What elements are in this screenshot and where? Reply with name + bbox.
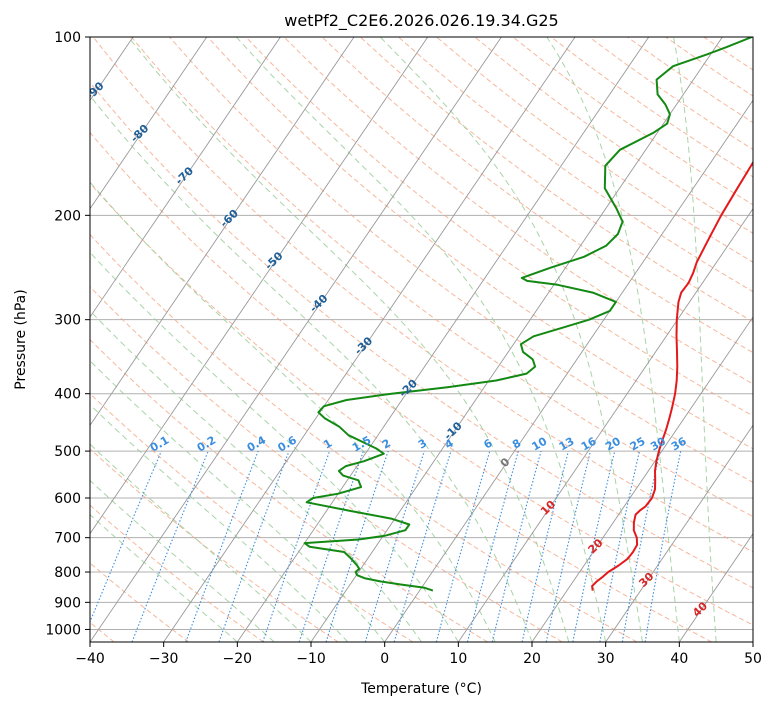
moist-adiabat-line [90, 514, 238, 642]
dry-adiabat-line [131, 37, 753, 518]
moist-adiabat-line [90, 94, 533, 642]
y-tick-label: 300 [54, 313, 81, 329]
dry-adiabat-line [90, 182, 712, 642]
pressure-grid [90, 37, 753, 630]
y-tick-label: 1000 [45, 622, 81, 638]
x-tick-label: 40 [670, 651, 688, 667]
mixing-ratio-line [521, 450, 569, 642]
dry-adiabat-line [90, 562, 190, 642]
axes: −40 −30 −20 −10 0 10 20 30 40 50 100 200 300 400 500 60… [45, 30, 762, 667]
y-tick-label: 900 [54, 595, 81, 611]
x-tick-label: 30 [597, 651, 615, 667]
chart-title: wetPf2_C2E6.2026.026.19.34.G25 [284, 11, 558, 31]
dry-adiabat-line [90, 81, 753, 589]
dry-adiabat-line [90, 233, 638, 642]
mixing-ratio-line [599, 450, 640, 642]
mixing-ratio-line [393, 450, 452, 642]
mixing-ratio-line [572, 450, 616, 642]
x-tick-label: −20 [223, 651, 253, 667]
x-tick-label: 20 [523, 651, 541, 667]
dry-adiabat-line [90, 131, 753, 626]
isotherm-line [531, 316, 753, 642]
mixing-ratio-line [466, 450, 519, 642]
mixing-ratio-line [364, 450, 425, 642]
isotherm-line [678, 532, 753, 642]
x-tick-label: −40 [75, 651, 105, 667]
isotherm-line [310, 37, 723, 642]
mixing-ratio-line [435, 450, 491, 642]
y-tick-label: 400 [54, 387, 81, 403]
mixing-ratio-line [131, 450, 209, 642]
temperature-line [591, 160, 753, 591]
dry-adiabat-line [90, 285, 563, 642]
x-tick-label: −30 [149, 651, 179, 667]
moist-adiabat-line [90, 309, 422, 642]
moist-adiabats [90, 37, 717, 642]
isotherm-line [90, 37, 429, 535]
moist-adiabat-line [379, 37, 643, 642]
dry-adiabats [90, 37, 753, 642]
isotherms [90, 37, 753, 642]
x-tick-label: 50 [744, 651, 762, 667]
x-tick-label: −10 [296, 651, 326, 667]
y-tick-label: 100 [54, 30, 81, 46]
isotherm-line [384, 99, 753, 642]
x-tick-label: 0 [380, 651, 389, 667]
moist-adiabat-line [90, 181, 496, 642]
mixing-ratio-line [218, 450, 290, 642]
isotherm-line [457, 207, 753, 642]
dry-adiabat-line [90, 338, 488, 642]
dewpoint-line [303, 37, 753, 592]
y-axis-label: Pressure (hPa) [13, 289, 29, 389]
dry-adiabat-line [321, 37, 753, 354]
mixing-ratio-line [298, 450, 364, 642]
moist-adiabat-line [546, 37, 680, 642]
y-tick-label: 500 [54, 444, 81, 460]
dry-adiabat-line [92, 37, 753, 553]
isotherm-line [163, 37, 576, 642]
y-tick-label: 600 [54, 491, 81, 507]
y-tick-label: 800 [54, 565, 81, 581]
dry-adiabat-line [169, 37, 753, 483]
y-tick-label: 700 [54, 531, 81, 547]
mixing-ratio-line [545, 450, 592, 642]
mixing-ratio-line [262, 450, 331, 642]
profile-lines [303, 37, 753, 592]
mixing-ratio-lines [90, 450, 682, 642]
mixing-ratio-line [185, 450, 259, 642]
mixing-ratio-line [90, 450, 162, 624]
moist-adiabat-line [673, 37, 717, 642]
plot-frame [89, 36, 754, 643]
isotherm-line [90, 37, 355, 427]
isotherm-line [90, 37, 281, 318]
dry-adiabat-line [283, 37, 753, 385]
isotherm-line [236, 37, 650, 642]
y-tick-label: 200 [54, 208, 81, 224]
moist-adiabat-line [128, 37, 570, 642]
moist-adiabat-line [90, 479, 275, 642]
moist-adiabat-line [236, 37, 607, 642]
mixing-ratio-line [325, 450, 389, 642]
isotherm-line [90, 37, 208, 210]
x-axis-label: Temperature (°C) [360, 681, 482, 697]
dry-adiabat-line [90, 448, 339, 642]
x-tick-label: 10 [449, 651, 467, 667]
moist-adiabat-line [90, 360, 386, 642]
isotherm-line [90, 37, 502, 642]
isotherm-line [605, 424, 753, 642]
